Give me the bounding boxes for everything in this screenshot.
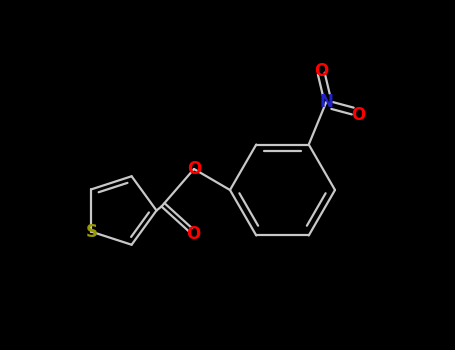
Text: N: N: [319, 93, 333, 111]
Text: O: O: [314, 62, 329, 80]
Text: O: O: [186, 225, 200, 243]
Text: O: O: [187, 160, 201, 178]
Text: S: S: [86, 223, 97, 241]
Text: O: O: [352, 106, 366, 124]
